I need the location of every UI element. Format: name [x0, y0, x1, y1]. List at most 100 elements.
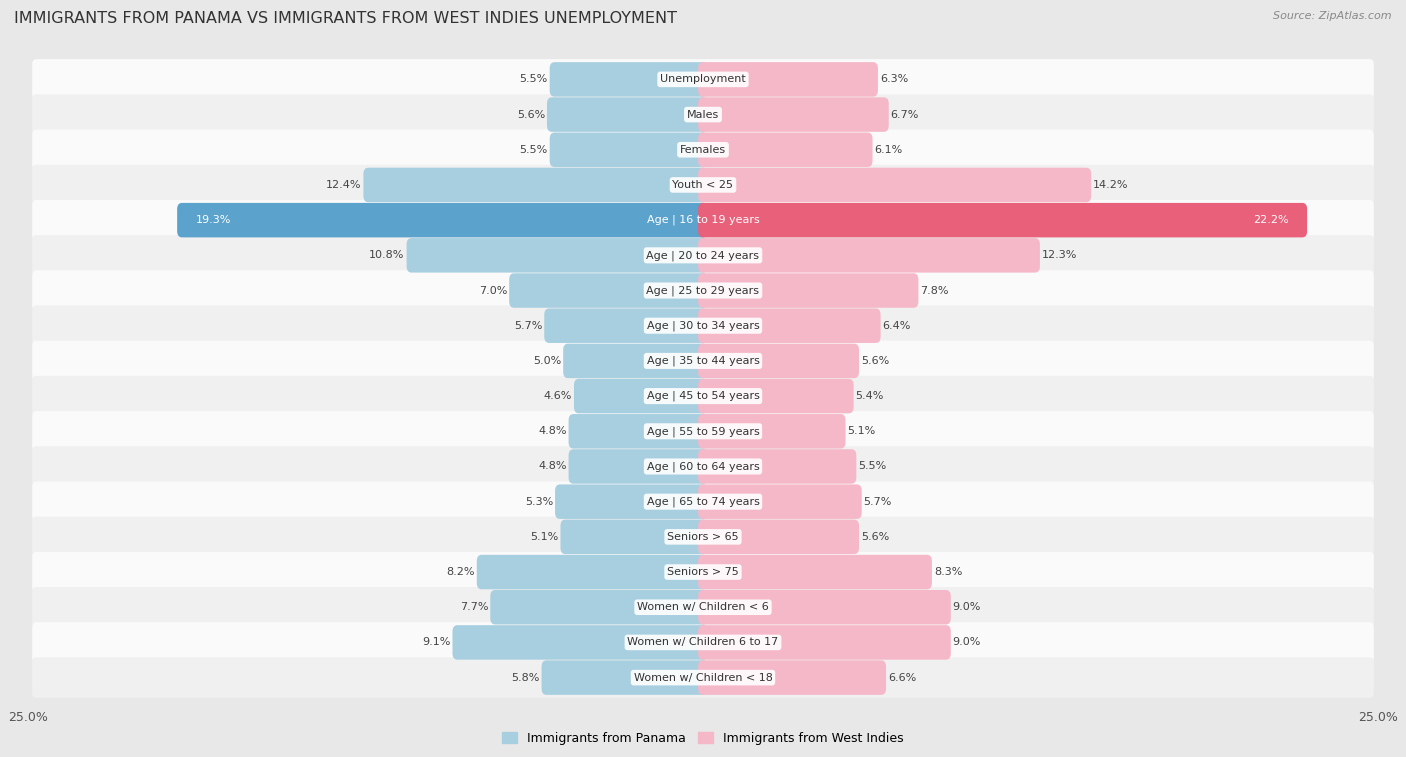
FancyBboxPatch shape: [699, 308, 880, 343]
FancyBboxPatch shape: [32, 200, 1374, 241]
Text: Seniors > 65: Seniors > 65: [668, 532, 738, 542]
FancyBboxPatch shape: [699, 238, 1040, 273]
FancyBboxPatch shape: [699, 484, 862, 519]
FancyBboxPatch shape: [555, 484, 707, 519]
Text: Age | 30 to 34 years: Age | 30 to 34 years: [647, 320, 759, 331]
FancyBboxPatch shape: [699, 660, 886, 695]
Text: Women w/ Children < 6: Women w/ Children < 6: [637, 603, 769, 612]
FancyBboxPatch shape: [509, 273, 707, 308]
Text: Women w/ Children 6 to 17: Women w/ Children 6 to 17: [627, 637, 779, 647]
FancyBboxPatch shape: [547, 98, 707, 132]
FancyBboxPatch shape: [574, 378, 707, 413]
Text: 7.7%: 7.7%: [460, 603, 488, 612]
FancyBboxPatch shape: [491, 590, 707, 625]
FancyBboxPatch shape: [699, 555, 932, 589]
FancyBboxPatch shape: [32, 165, 1374, 205]
FancyBboxPatch shape: [544, 308, 707, 343]
FancyBboxPatch shape: [699, 168, 1091, 202]
Text: 6.1%: 6.1%: [875, 145, 903, 154]
FancyBboxPatch shape: [550, 62, 707, 97]
FancyBboxPatch shape: [32, 622, 1374, 662]
Text: 9.0%: 9.0%: [953, 603, 981, 612]
FancyBboxPatch shape: [541, 660, 707, 695]
Text: 6.4%: 6.4%: [883, 321, 911, 331]
FancyBboxPatch shape: [32, 587, 1374, 628]
FancyBboxPatch shape: [32, 446, 1374, 487]
FancyBboxPatch shape: [550, 132, 707, 167]
Text: Age | 60 to 64 years: Age | 60 to 64 years: [647, 461, 759, 472]
FancyBboxPatch shape: [32, 129, 1374, 170]
Text: 5.7%: 5.7%: [515, 321, 543, 331]
Text: 22.2%: 22.2%: [1253, 215, 1289, 225]
FancyBboxPatch shape: [406, 238, 707, 273]
FancyBboxPatch shape: [699, 590, 950, 625]
Text: IMMIGRANTS FROM PANAMA VS IMMIGRANTS FROM WEST INDIES UNEMPLOYMENT: IMMIGRANTS FROM PANAMA VS IMMIGRANTS FRO…: [14, 11, 678, 26]
FancyBboxPatch shape: [32, 481, 1374, 522]
FancyBboxPatch shape: [699, 414, 845, 449]
Text: 5.5%: 5.5%: [858, 462, 886, 472]
FancyBboxPatch shape: [177, 203, 707, 238]
Text: 5.7%: 5.7%: [863, 497, 891, 506]
FancyBboxPatch shape: [453, 625, 707, 659]
FancyBboxPatch shape: [699, 519, 859, 554]
Text: Age | 65 to 74 years: Age | 65 to 74 years: [647, 497, 759, 507]
Text: 7.8%: 7.8%: [921, 285, 949, 295]
FancyBboxPatch shape: [699, 625, 950, 659]
Text: 4.6%: 4.6%: [544, 391, 572, 401]
Text: 5.5%: 5.5%: [520, 74, 548, 84]
FancyBboxPatch shape: [699, 132, 873, 167]
Text: 5.1%: 5.1%: [848, 426, 876, 436]
Text: Age | 25 to 29 years: Age | 25 to 29 years: [647, 285, 759, 296]
FancyBboxPatch shape: [32, 95, 1374, 135]
Text: Women w/ Children < 18: Women w/ Children < 18: [634, 673, 772, 683]
FancyBboxPatch shape: [699, 62, 877, 97]
FancyBboxPatch shape: [32, 59, 1374, 100]
FancyBboxPatch shape: [568, 449, 707, 484]
Text: 5.6%: 5.6%: [860, 356, 889, 366]
Text: 5.8%: 5.8%: [512, 673, 540, 683]
FancyBboxPatch shape: [32, 235, 1374, 276]
Text: Age | 20 to 24 years: Age | 20 to 24 years: [647, 250, 759, 260]
Text: 8.2%: 8.2%: [446, 567, 475, 577]
FancyBboxPatch shape: [32, 657, 1374, 698]
Text: 5.5%: 5.5%: [520, 145, 548, 154]
Text: 4.8%: 4.8%: [538, 462, 567, 472]
Legend: Immigrants from Panama, Immigrants from West Indies: Immigrants from Panama, Immigrants from …: [496, 727, 910, 750]
Text: 7.0%: 7.0%: [479, 285, 508, 295]
Text: 5.6%: 5.6%: [517, 110, 546, 120]
Text: Age | 16 to 19 years: Age | 16 to 19 years: [647, 215, 759, 226]
Text: Unemployment: Unemployment: [661, 74, 745, 84]
Text: 6.7%: 6.7%: [890, 110, 920, 120]
Text: 14.2%: 14.2%: [1092, 180, 1129, 190]
FancyBboxPatch shape: [32, 306, 1374, 346]
FancyBboxPatch shape: [564, 344, 707, 378]
Text: 5.1%: 5.1%: [530, 532, 558, 542]
Text: 12.3%: 12.3%: [1042, 251, 1077, 260]
FancyBboxPatch shape: [32, 552, 1374, 592]
FancyBboxPatch shape: [32, 270, 1374, 311]
Text: Seniors > 75: Seniors > 75: [666, 567, 740, 577]
FancyBboxPatch shape: [477, 555, 707, 589]
FancyBboxPatch shape: [32, 376, 1374, 416]
FancyBboxPatch shape: [561, 519, 707, 554]
FancyBboxPatch shape: [363, 168, 707, 202]
Text: Age | 35 to 44 years: Age | 35 to 44 years: [647, 356, 759, 366]
FancyBboxPatch shape: [32, 411, 1374, 451]
Text: 12.4%: 12.4%: [326, 180, 361, 190]
Text: Males: Males: [688, 110, 718, 120]
FancyBboxPatch shape: [699, 203, 1308, 238]
Text: Youth < 25: Youth < 25: [672, 180, 734, 190]
FancyBboxPatch shape: [699, 378, 853, 413]
Text: Females: Females: [681, 145, 725, 154]
FancyBboxPatch shape: [699, 344, 859, 378]
FancyBboxPatch shape: [699, 273, 918, 308]
Text: 5.6%: 5.6%: [860, 532, 889, 542]
Text: 9.0%: 9.0%: [953, 637, 981, 647]
Text: 5.0%: 5.0%: [533, 356, 561, 366]
Text: 4.8%: 4.8%: [538, 426, 567, 436]
Text: Age | 45 to 54 years: Age | 45 to 54 years: [647, 391, 759, 401]
Text: 9.1%: 9.1%: [422, 637, 450, 647]
Text: 19.3%: 19.3%: [195, 215, 231, 225]
FancyBboxPatch shape: [699, 449, 856, 484]
Text: 6.3%: 6.3%: [880, 74, 908, 84]
